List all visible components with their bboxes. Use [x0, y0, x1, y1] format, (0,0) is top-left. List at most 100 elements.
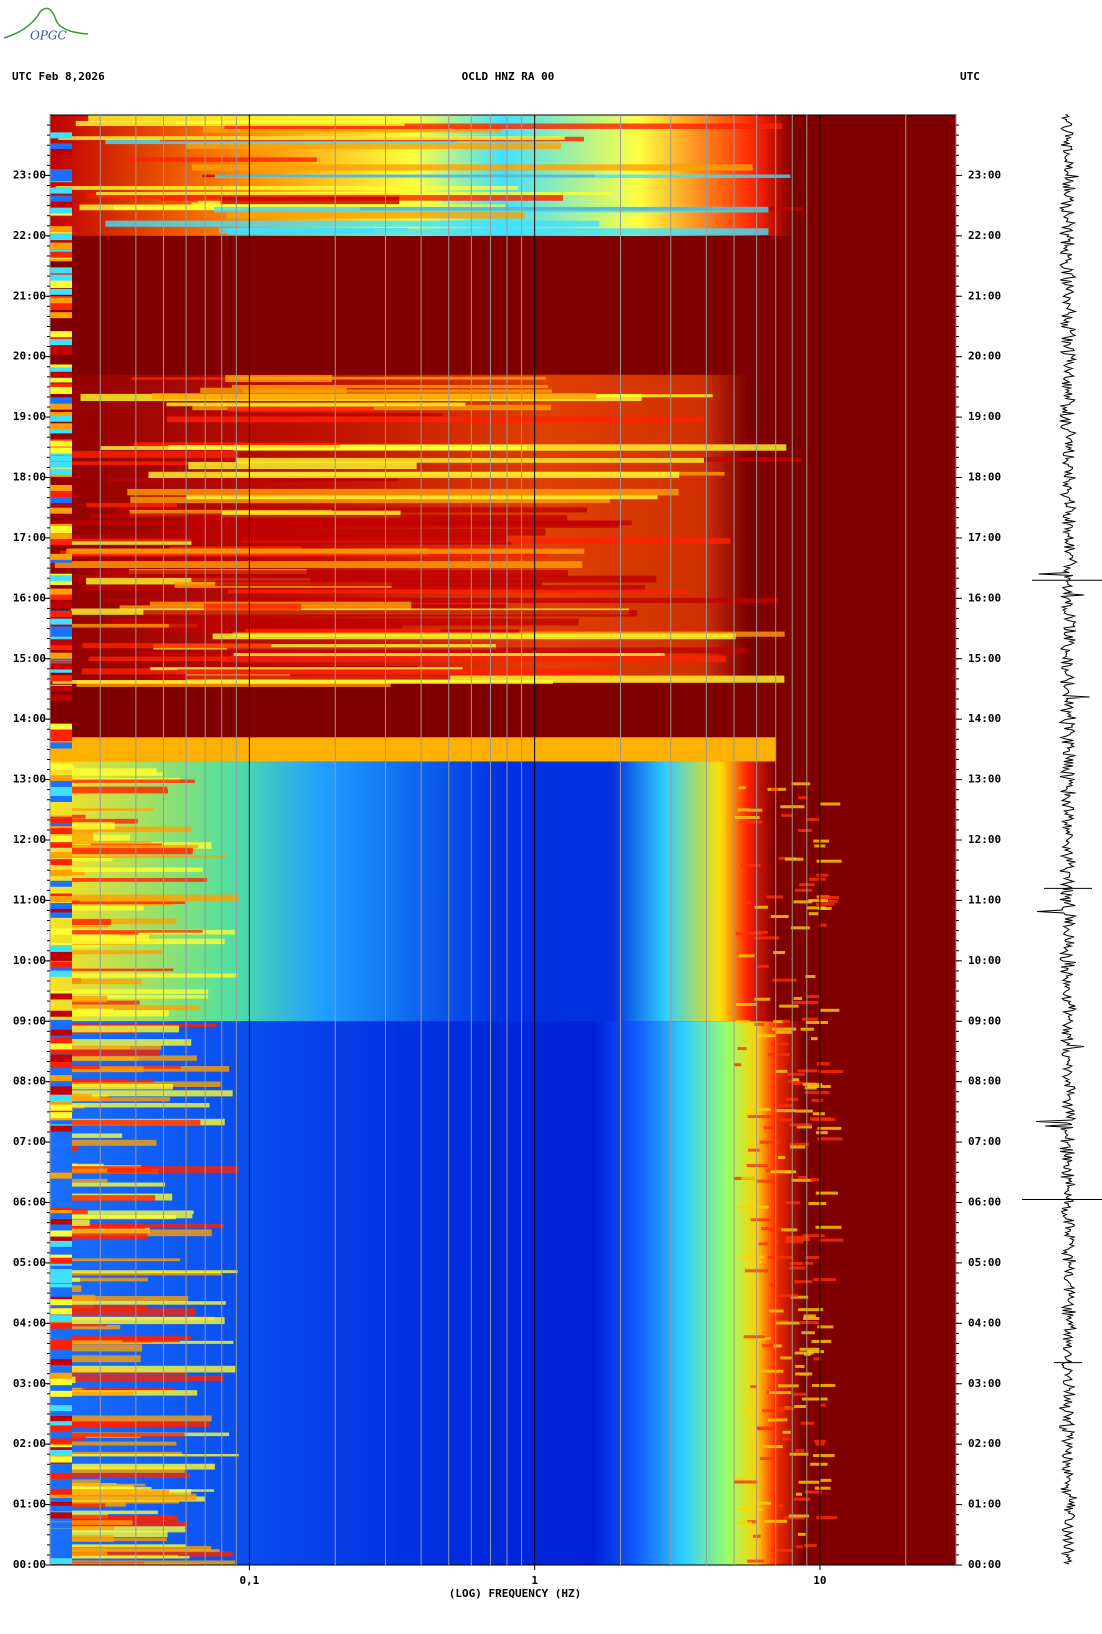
spec-stripe	[115, 507, 587, 513]
spec-speck	[757, 1179, 775, 1183]
spec-speck	[795, 1109, 813, 1113]
spec-speck	[735, 1002, 758, 1006]
spec-edge-cell	[50, 1449, 72, 1456]
spec-edge-cell	[50, 790, 72, 797]
spec-edge-cell	[50, 1065, 72, 1072]
spec-stripe	[72, 1219, 90, 1226]
spec-speck	[771, 1042, 789, 1046]
spec-stripe	[72, 1229, 212, 1237]
spec-edge-cell	[50, 1205, 72, 1212]
spec-speck	[747, 808, 763, 812]
spec-stripe	[72, 1301, 226, 1305]
y-tick-label-right: 09:00	[968, 1014, 1001, 1027]
spec-stripe	[72, 1453, 239, 1457]
spec-edge-cell	[50, 954, 72, 961]
spec-speck	[738, 786, 746, 790]
y-tick-label-right: 06:00	[968, 1196, 1001, 1209]
spec-edge-cell	[50, 1512, 72, 1519]
spec-edge-cell	[50, 1088, 72, 1095]
spec-edge-cell	[50, 251, 72, 258]
spec-stripe	[72, 1376, 76, 1384]
spec-stripe	[72, 1355, 141, 1363]
spec-stripe	[72, 1484, 134, 1491]
spec-speck	[768, 1391, 792, 1395]
y-tick-label-right: 18:00	[968, 471, 1001, 484]
spec-speck	[808, 899, 829, 903]
spec-stripe	[72, 1473, 190, 1478]
spec-speck	[789, 1261, 804, 1265]
spec-speck	[817, 1325, 834, 1329]
spec-speck	[769, 1283, 779, 1287]
spec-speck	[817, 1137, 843, 1141]
spec-speck	[790, 1295, 809, 1299]
spec-stripe	[72, 808, 154, 811]
spec-stripe	[185, 142, 561, 150]
spec-stripe	[72, 1560, 236, 1565]
spec-speck	[775, 1321, 800, 1325]
spec-speck	[813, 1278, 836, 1282]
spec-stripe	[72, 1055, 197, 1061]
spec-speck	[787, 1072, 805, 1076]
spec-speck	[785, 1240, 804, 1244]
spec-stripe	[152, 393, 597, 400]
spec-speck	[801, 1017, 818, 1021]
spec-stripe	[72, 1551, 233, 1557]
spec-speck	[778, 1384, 799, 1388]
spec-stripe	[104, 598, 258, 603]
spec-stripe	[72, 1503, 106, 1507]
spec-edge-cell	[50, 526, 72, 533]
spec-speck	[809, 1178, 820, 1182]
spec-speck	[805, 1020, 828, 1024]
spec-speck	[740, 1113, 762, 1117]
spec-speck	[798, 796, 808, 800]
spec-edge-cell	[50, 578, 72, 585]
x-axis-label: (LOG) FREQUENCY (HZ)	[449, 1587, 581, 1600]
spec-edge-cell	[50, 795, 72, 802]
spec-speck	[778, 1156, 786, 1160]
spec-speck	[776, 1504, 783, 1508]
spec-speck	[785, 1235, 810, 1239]
spec-speck	[791, 782, 811, 786]
spec-stripe	[72, 989, 209, 994]
spec-edge-cell	[50, 1236, 72, 1243]
spec-speck	[751, 1205, 769, 1209]
spec-stripe	[148, 471, 680, 478]
spec-edge-cell	[50, 575, 72, 582]
spec-edge-cell	[50, 836, 72, 843]
spec-speck	[805, 1261, 814, 1265]
spec-stripe	[96, 191, 612, 196]
logo-text: OPGC	[30, 29, 67, 43]
spec-stripe	[185, 514, 568, 521]
spec-stripe	[214, 206, 769, 213]
spec-stripe	[72, 1371, 187, 1375]
spec-edge-cell	[50, 1048, 72, 1055]
spec-speck	[808, 912, 819, 916]
spec-edge-cell	[50, 1058, 72, 1065]
spec-stripe	[72, 1337, 181, 1343]
spec-edge-cell	[50, 1167, 72, 1174]
spec-edge-cell	[50, 663, 72, 670]
spec-edge-cell	[50, 945, 72, 952]
spec-edge-cell	[50, 553, 72, 560]
spec-edge-cell	[50, 906, 72, 913]
spec-edge-cell	[50, 618, 72, 625]
spec-stripe	[227, 406, 374, 412]
spec-speck	[799, 1347, 820, 1351]
spec-edge-cell	[50, 539, 72, 546]
spec-edge-cell	[50, 243, 72, 250]
spec-speck	[816, 873, 829, 877]
spec-speck	[801, 1397, 828, 1401]
spec-stripe	[107, 478, 399, 482]
spec-stripe	[72, 1390, 198, 1396]
spec-edge-cell	[50, 1240, 72, 1247]
spec-speck	[802, 1082, 823, 1086]
spec-stripe	[188, 461, 417, 470]
spec-stripe	[72, 788, 168, 794]
spec-edge-cell	[50, 386, 72, 393]
spec-speck	[767, 1052, 790, 1056]
spec-speck	[757, 1501, 772, 1505]
spec-speck	[803, 1544, 817, 1548]
spec-stripe	[72, 855, 228, 859]
spec-speck	[807, 906, 826, 910]
spec-speck	[740, 864, 761, 868]
